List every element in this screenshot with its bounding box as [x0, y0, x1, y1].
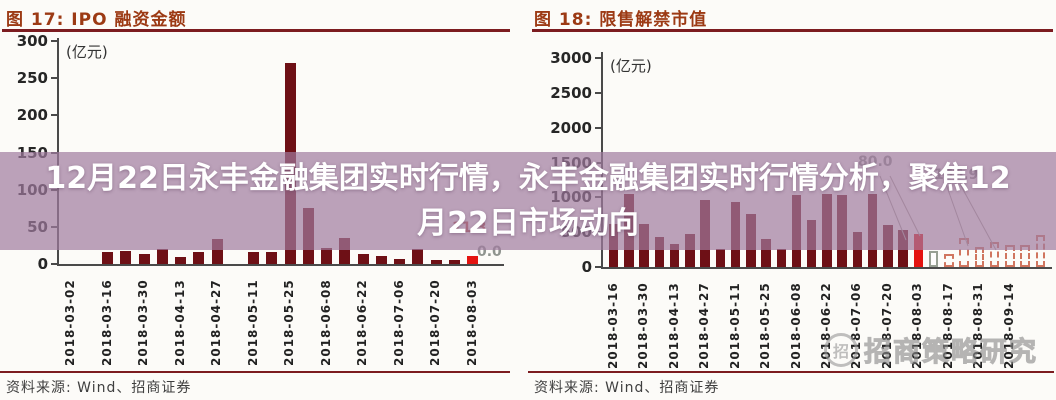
- banner-line-2: 月22日市场动向: [417, 206, 639, 241]
- bar-2018-05-04: [715, 248, 726, 267]
- bar-2018-05-18: [266, 252, 278, 264]
- x-tick-label: 2018-05-11: [727, 282, 742, 369]
- y-tick-label: 250: [16, 69, 48, 88]
- bar-2018-06-01: [776, 248, 786, 267]
- x-tick-label: 2018-03-02: [63, 279, 78, 366]
- chart-title: 图 17: IPO 融资金额: [6, 10, 187, 30]
- watermark-text: 招商策略研究: [864, 337, 1038, 369]
- title-rule: [2, 29, 510, 32]
- source-rule: [528, 371, 1054, 373]
- bar-2018-03-30: [138, 254, 150, 264]
- x-tick-label: 2018-03-30: [136, 279, 151, 366]
- y-tick-mark: [595, 266, 601, 268]
- x-tick-label: 2018-03-16: [99, 279, 114, 366]
- bar-2018-05-25: [761, 238, 771, 267]
- x-tick-label: 2018-05-25: [758, 282, 773, 369]
- bar-2018-07-06: [394, 258, 406, 264]
- y-tick-mark: [595, 126, 601, 129]
- source-text: 资料来源: Wind、招商证券: [6, 380, 192, 396]
- bar-2018-03-16: [102, 252, 114, 264]
- x-tick-label: 2018-04-27: [209, 279, 224, 366]
- x-tick-label: 2018-03-16: [605, 282, 620, 369]
- source-text: 资料来源: Wind、招商证券: [534, 380, 720, 396]
- axis-unit-label: (亿元): [610, 57, 652, 75]
- bar-2018-08-03: [913, 233, 924, 267]
- y-tick-mark: [51, 77, 57, 80]
- y-tick-label: 0: [581, 258, 592, 276]
- banner-line-1: 12月22日永丰金融集团实时行情，永丰金融集团实时行情分析，聚焦12: [45, 161, 1011, 196]
- y-tick-label: 300: [16, 32, 48, 50]
- x-tick-label: 2018-08-03: [464, 279, 479, 366]
- chart-title: 图 18: 限售解禁市值: [534, 10, 708, 30]
- x-axis-line: [601, 267, 1052, 269]
- bar-2018-04-27: [211, 239, 223, 264]
- bar-2018-05-11: [248, 252, 260, 264]
- source-rule: [0, 371, 510, 373]
- x-axis-line: [57, 264, 504, 266]
- x-tick-label: 2018-04-13: [172, 279, 187, 366]
- y-tick-label: 2000: [550, 118, 592, 137]
- bar-2018-04-20: [685, 233, 695, 267]
- bar-2018-07-13: [412, 249, 424, 264]
- y-tick-mark: [595, 57, 601, 59]
- watermark-logo-icon: 招: [824, 332, 858, 367]
- x-tick-label: 2018-06-08: [788, 282, 803, 369]
- bar-2018-04-13: [175, 257, 187, 264]
- bar-2018-07-27: [448, 260, 460, 264]
- y-tick-mark: [595, 91, 601, 94]
- x-tick-label: 2018-03-30: [636, 282, 651, 369]
- x-tick-label: 2018-06-22: [355, 279, 370, 366]
- x-tick-label: 2018-05-25: [282, 279, 297, 366]
- x-tick-label: 2018-07-06: [391, 279, 406, 366]
- bar-2018-06-22: [357, 254, 369, 264]
- x-tick-label: 2018-04-27: [697, 282, 712, 369]
- y-tick-label: 0: [37, 255, 48, 273]
- bar-2018-04-20: [193, 252, 205, 264]
- y-tick-mark: [51, 114, 57, 117]
- bar-2018-06-15: [339, 237, 351, 264]
- y-tick-label: 3000: [550, 49, 592, 67]
- y-tick-label: 200: [16, 106, 48, 125]
- x-tick-label: 2018-07-20: [428, 279, 443, 366]
- x-tick-label: 2018-06-08: [318, 279, 333, 366]
- bar-2018-08-03: [467, 255, 479, 264]
- bar-2018-04-06: [654, 237, 665, 267]
- title-rule: [532, 29, 1053, 32]
- bar-2018-06-29: [375, 255, 387, 264]
- axis-unit-label: (亿元): [66, 43, 108, 61]
- y-tick-label: 2500: [550, 83, 592, 102]
- bar-2018-04-06: [156, 249, 168, 264]
- bar-2018-04-13: [669, 243, 680, 267]
- overlay-banner: 12月22日永丰金融集团实时行情，永丰金融集团实时行情分析，聚焦12 月22日市…: [0, 152, 1056, 250]
- x-tick-label: 2018-04-13: [666, 282, 681, 369]
- x-tick-label: 2018-05-11: [245, 279, 260, 366]
- bar-2018-06-08: [321, 247, 333, 264]
- watermark: 招 招商策略研究: [824, 330, 1038, 369]
- y-tick-mark: [51, 40, 57, 42]
- bar-2018-03-23: [120, 250, 132, 264]
- y-tick-mark: [51, 263, 57, 265]
- bar-2018-08-17: [944, 253, 954, 267]
- bar-2018-07-20: [430, 260, 442, 264]
- bar-2018-08-10: [928, 250, 939, 267]
